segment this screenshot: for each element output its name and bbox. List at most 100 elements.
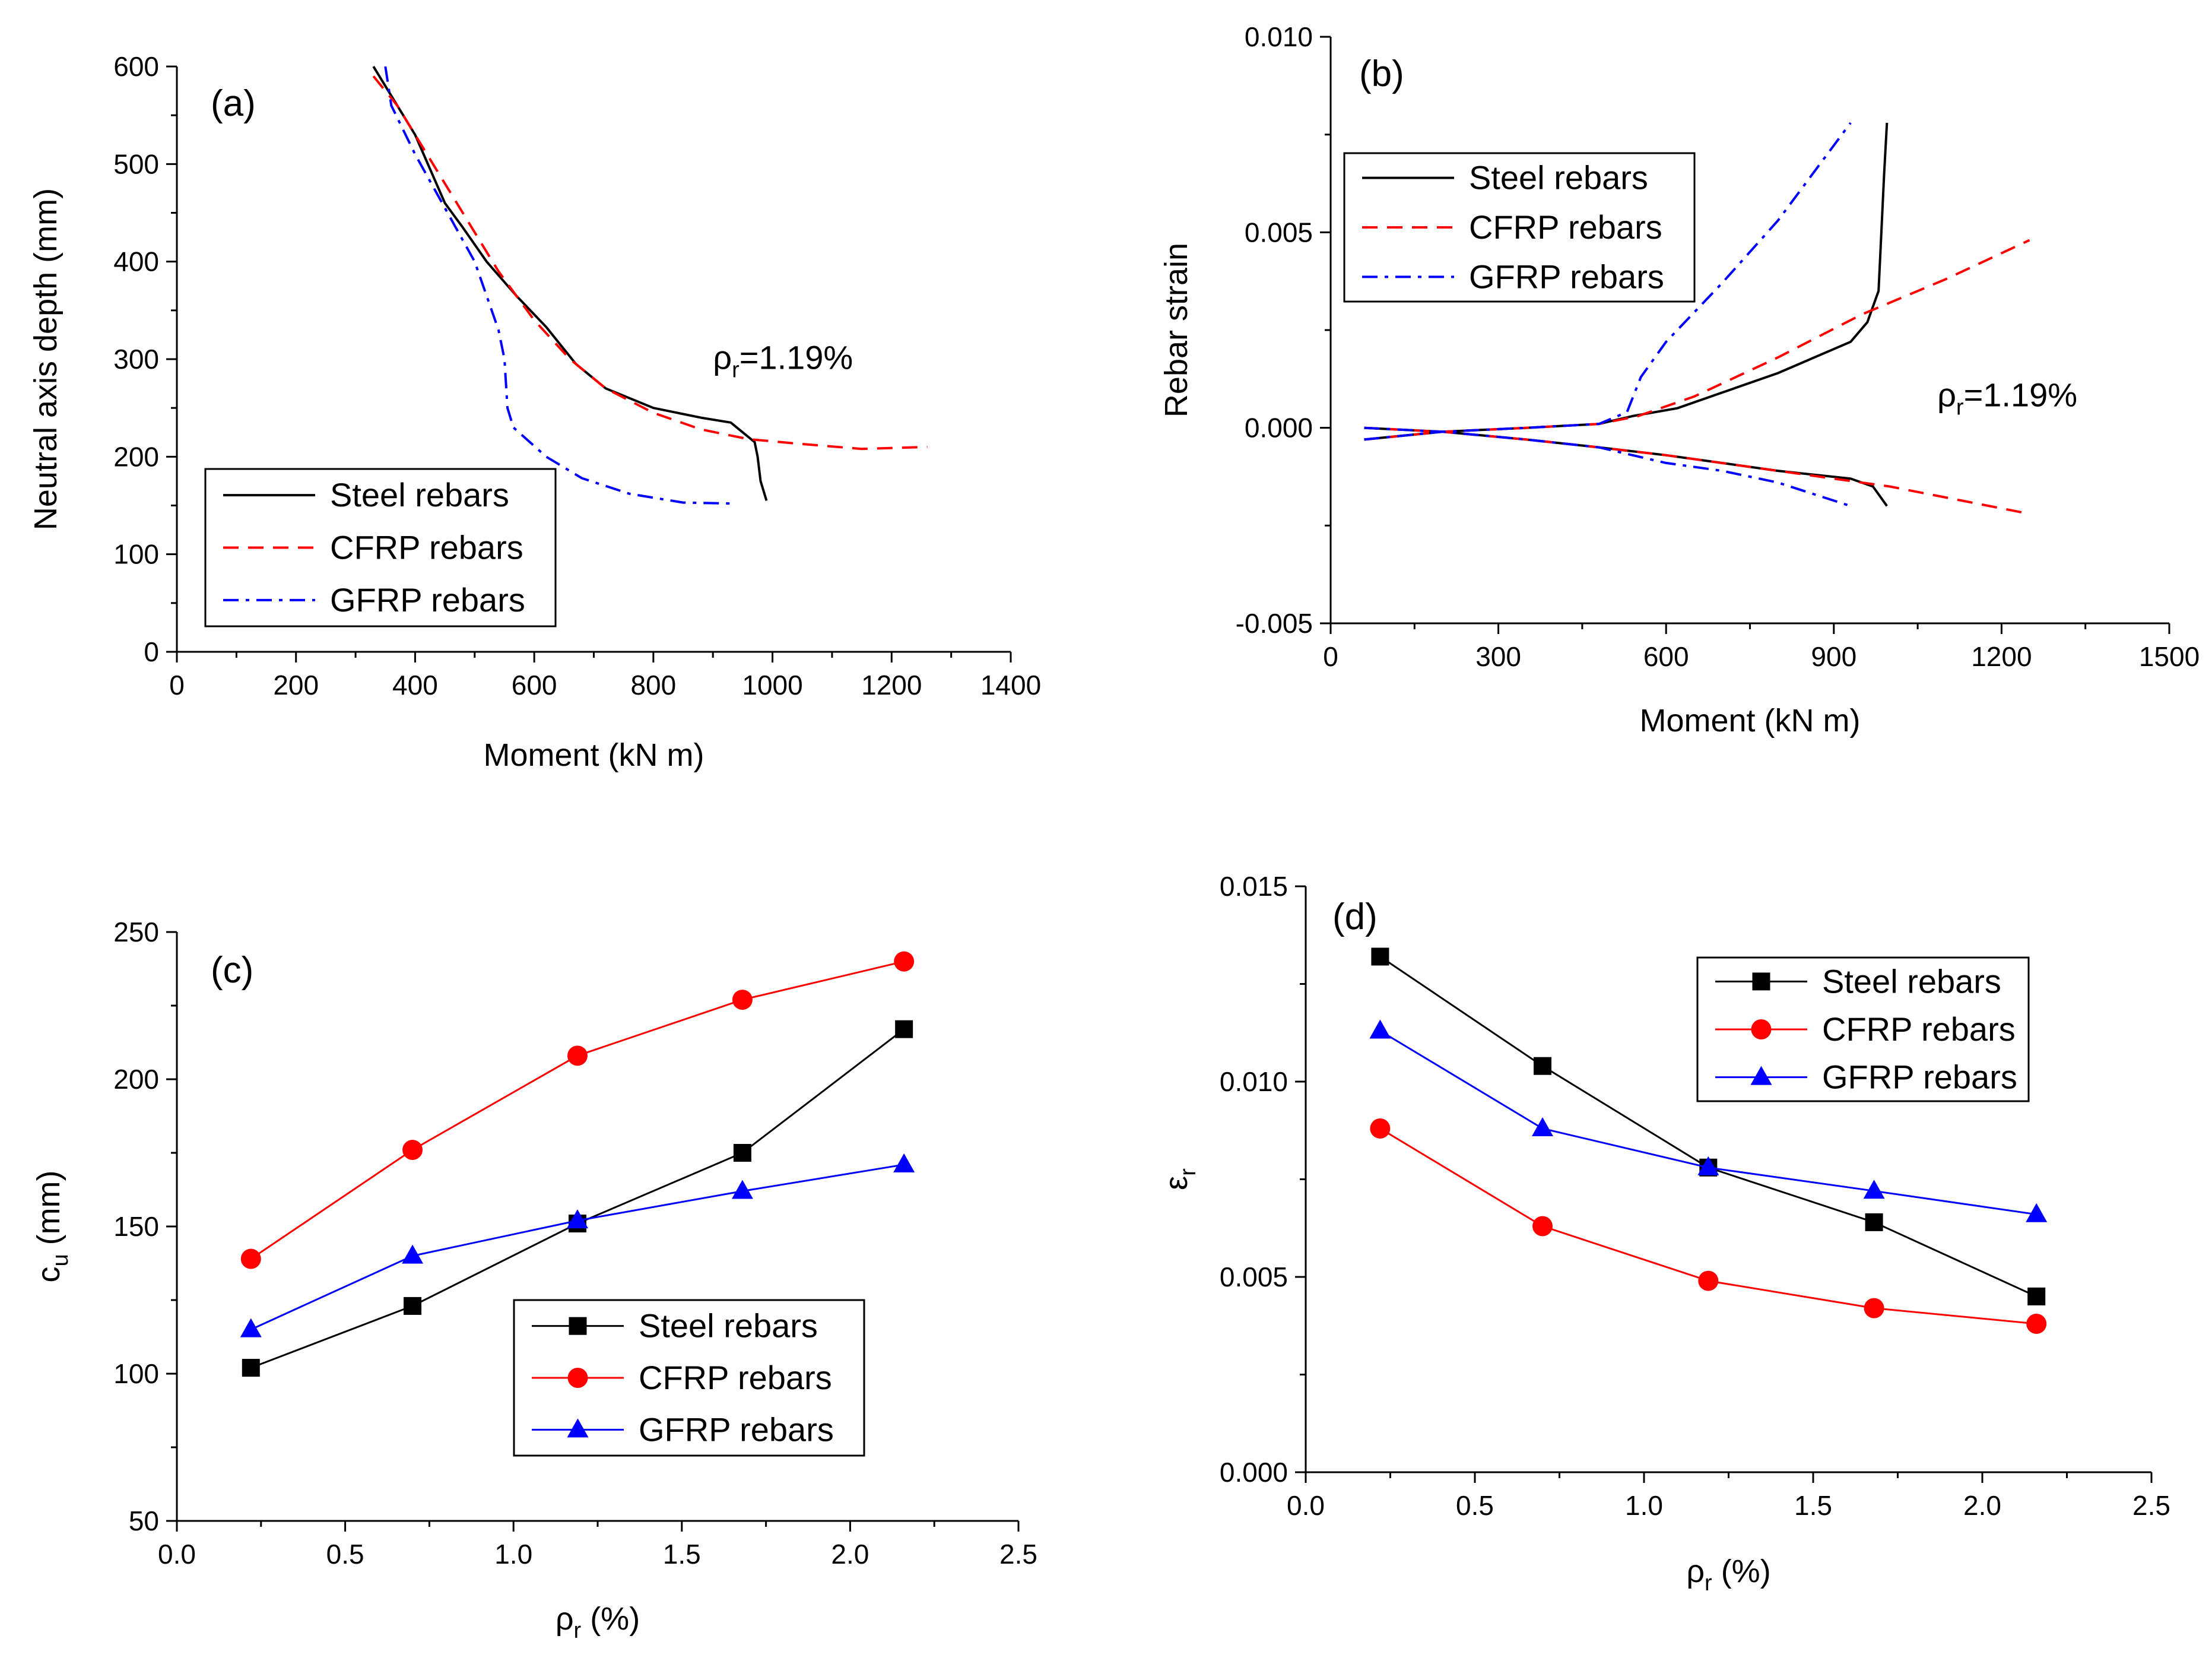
panel-d: 0.0 0.5 1.0 1.5 2.0 2.50.0000.0050.0100.015ρr… [1159,871,2170,1596]
series-line [372,75,928,451]
y-tick-label: 200 [113,1064,159,1095]
data-point [404,1297,422,1315]
annotation-base: ρ [1937,376,1956,413]
data-point [1697,1156,1719,1175]
data-point [1532,1117,1553,1136]
y-tick-label: 200 [113,441,159,472]
panel-letter: (c) [211,950,253,991]
series-steel-rebars [372,65,768,501]
x-tick-label: 1400 [980,670,1041,700]
panel-letter: (b) [1359,53,1404,94]
x-tick-label: 2.0 [831,1539,869,1570]
x-tick-label: 900 [1811,641,1856,672]
series-cfrp-rebars [240,951,915,1269]
y-axis-title-base: c [31,1267,66,1283]
x-axis-title-sub: r [574,1618,582,1643]
y-tick-label: -0.005 [1236,608,1313,639]
panel-letter: (d) [1332,896,1378,937]
annotation-sub: r [1956,395,1964,420]
x-tick-label: 400 [392,670,438,700]
series-line [372,65,768,501]
annotation-base: ρ [713,338,732,376]
data-point [567,1045,588,1066]
data-point [240,1318,262,1337]
y-tick-label: 0.005 [1245,217,1313,248]
panel-b: 0 300 600 900 1200 1500 -0.005 0.000 0.005 0.010 M… [1159,21,2200,738]
data-point [893,1153,915,1172]
series-line [1364,430,1888,507]
legend-label: GFRP rebars [1822,1058,2017,1096]
series-line [1364,430,2030,515]
y-tick-label: 500 [113,148,159,179]
legend: Steel rebars CFRP rebars GFRP rebars [1343,152,1696,303]
y-tick-label: 400 [113,246,159,277]
series-cfrp-rebars [1364,239,2030,433]
data-point [1370,1118,1391,1139]
series-line [1364,239,2030,433]
x-tick-label: 2.5 [2132,1490,2170,1521]
x-tick-label: 1.5 [663,1539,701,1570]
data-point [402,1140,423,1161]
legend-label: Steel rebars [1822,962,2001,1000]
y-tick-label: 0.010 [1245,21,1313,52]
panel-c: 0.0 0.5 1.0 1.5 2.0 2.5 50 100 150 200 250 ρr (%) cu… [31,917,1037,1643]
data-point [566,1209,588,1229]
data-point [402,1244,424,1264]
x-axis-title: ρr (%) [556,1601,640,1643]
data-point [731,1180,753,1199]
annotation-rest: =1.19% [1964,376,2078,413]
data-point [1698,1270,1719,1291]
y-tick-label: 0.000 [1245,413,1313,443]
legend: Steel rebars CFRP rebars GFRP rebars [1696,956,2030,1102]
x-tick-label: 1000 [742,670,802,700]
x-axis-title-base: ρ [1686,1554,1705,1589]
y-axis-title-rest: (mm) [31,1170,66,1254]
data-point [894,951,915,972]
legend: Steel rebars CFRP rebars GFRP rebars [204,468,557,627]
y-tick-label: 0.005 [1220,1261,1288,1292]
data-point [1532,1216,1553,1237]
x-axis-title: Moment (kN m) [483,737,704,773]
annotation-sub: r [732,357,740,382]
annotation-rest: =1.19% [740,338,853,376]
data-point [1371,947,1389,966]
data-point [2027,1287,2046,1305]
series-line [1364,122,1852,433]
data-point [2026,1203,2048,1222]
series-gfrp-rebars [384,66,731,505]
y-tick-label: 250 [113,917,159,947]
legend-label: CFRP rebars [1822,1010,2016,1048]
legend-label: CFRP rebars [330,529,523,566]
legend-label: GFRP rebars [639,1410,834,1448]
x-tick-label: 1500 [2139,641,2200,672]
legend-label: Steel rebars [330,476,509,513]
legend-marker [1752,972,1770,991]
panel-a: 0 200 400 600 800 1000 1200 1400 0 100 200 300 400 50… [28,51,1041,773]
legend-marker [569,1317,587,1335]
annotation: ρr=1.19% [1937,376,2077,420]
series-gfrp-rebars [240,1153,915,1337]
x-tick-label: 0 [1323,641,1338,672]
data-point [732,990,753,1010]
y-tick-label: 600 [113,51,159,82]
y-axis-title: εr [1159,1168,1201,1190]
y-tick-label: 100 [113,539,159,570]
data-point [1863,1180,1885,1199]
data-point [240,1248,261,1269]
series-steel-rebars-compression [1364,430,1888,507]
data-point [1534,1057,1551,1075]
data-point [2026,1313,2047,1334]
data-point [1865,1213,1883,1231]
legend-label: Steel rebars [639,1307,818,1345]
x-tick-label: 1.5 [1794,1490,1832,1521]
x-axis-title-sub: r [1705,1571,1712,1596]
legend: Steel rebars CFRP rebars GFRP rebars [513,1299,865,1457]
data-point [733,1144,751,1162]
series-gfrp-rebars [1369,1019,2048,1222]
data-point [1369,1019,1391,1039]
y-axis-title: Rebar strain [1159,243,1194,417]
x-tick-label: 0.0 [158,1539,196,1570]
x-tick-label: 0 [169,670,185,700]
x-axis-title-base: ρ [556,1601,574,1637]
